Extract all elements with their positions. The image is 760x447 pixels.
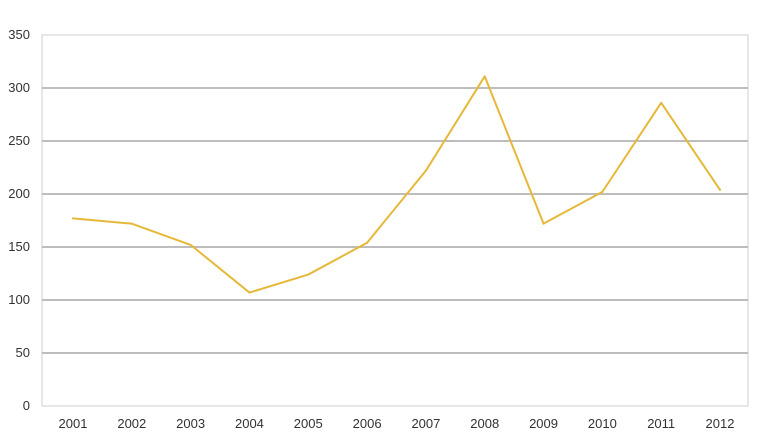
data-point	[248, 291, 251, 294]
x-tick-label: 2001	[59, 416, 88, 431]
data-point	[72, 217, 74, 220]
data-point	[366, 241, 369, 244]
x-tick-label: 2003	[176, 416, 205, 431]
data-point	[660, 101, 663, 104]
gridlines	[42, 87, 748, 354]
x-tick-label: 2010	[588, 416, 617, 431]
y-tick-label: 300	[8, 80, 30, 95]
series-group	[72, 75, 721, 294]
data-point	[719, 188, 721, 191]
x-axis-tick-labels: 2001 2002 2003 2004 2005 2006 2007 2008 2009 2010…	[59, 416, 735, 431]
y-tick-label: 200	[8, 186, 30, 201]
y-axis-tick-labels: 0 50 100 150 200 250 300 350	[8, 27, 30, 413]
data-point	[189, 243, 192, 246]
x-tick-label: 2004	[235, 416, 264, 431]
data-point	[424, 169, 427, 172]
x-tick-label: 2012	[706, 416, 735, 431]
x-tick-label: 2011	[647, 416, 675, 431]
data-point	[307, 273, 310, 276]
data-point	[601, 190, 604, 193]
y-tick-label: 350	[8, 27, 30, 42]
data-point	[483, 75, 486, 78]
y-tick-label: 150	[8, 239, 30, 254]
data-point	[542, 222, 545, 225]
plot-area	[41, 34, 749, 407]
x-tick-label: 2006	[353, 416, 382, 431]
y-tick-label: 100	[8, 292, 30, 307]
x-tick-label: 2002	[117, 416, 146, 431]
series-line	[72, 75, 721, 294]
x-tick-label: 2007	[411, 416, 440, 431]
x-tick-label: 2008	[470, 416, 499, 431]
x-tick-label: 2005	[294, 416, 323, 431]
x-tick-label: 2009	[529, 416, 558, 431]
y-tick-label: 0	[23, 398, 30, 413]
y-tick-label: 250	[8, 133, 30, 148]
y-tick-label: 50	[16, 345, 30, 360]
data-point	[130, 222, 133, 225]
